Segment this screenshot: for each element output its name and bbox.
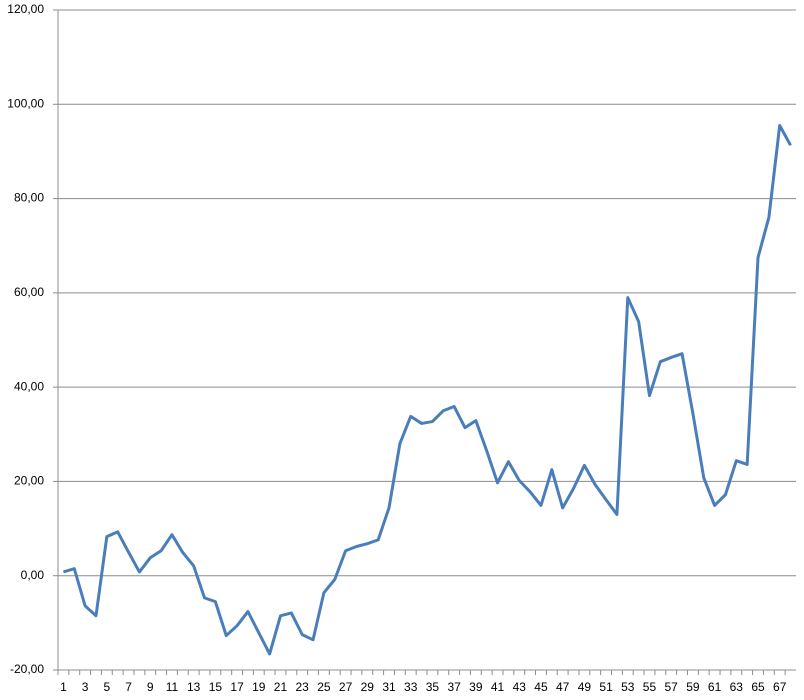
- x-tick-label: 45: [534, 680, 548, 694]
- x-tick-label: 15: [209, 680, 223, 694]
- y-tick-label: 0,00: [21, 568, 45, 582]
- x-tick-label: 51: [599, 680, 613, 694]
- data-line: [62, 124, 792, 656]
- x-tick-label: 49: [578, 680, 592, 694]
- y-tick-label: 40,00: [14, 379, 44, 393]
- x-tick-label: 55: [643, 680, 657, 694]
- x-tick-label: 39: [469, 680, 483, 694]
- y-tick-label: 100,00: [7, 96, 44, 110]
- x-tick-label: 65: [751, 680, 765, 694]
- x-tick-label: 67: [773, 680, 787, 694]
- x-tick-label: 61: [708, 680, 722, 694]
- y-tick-label: 80,00: [14, 191, 44, 205]
- x-tick-label: 7: [125, 680, 132, 694]
- x-tick-label: 37: [447, 680, 461, 694]
- x-tick-label: 25: [317, 680, 331, 694]
- x-tick-label: 19: [252, 680, 266, 694]
- x-tick-label: 53: [621, 680, 635, 694]
- x-tick-label: 17: [230, 680, 244, 694]
- x-tick-label: 41: [491, 680, 505, 694]
- x-tick-label: 43: [513, 680, 527, 694]
- x-tick-label: 47: [556, 680, 570, 694]
- x-tick-label: 3: [82, 680, 89, 694]
- y-tick-label: 120,00: [7, 2, 44, 16]
- x-tick-label: 11: [166, 680, 179, 694]
- y-tick-label: 20,00: [14, 474, 44, 488]
- x-tick-label: 1: [60, 680, 67, 694]
- y-tick-label: -20,00: [10, 662, 44, 676]
- x-tick-label: 13: [187, 680, 201, 694]
- x-tick-label: 29: [361, 680, 375, 694]
- x-tick-label: 5: [103, 680, 110, 694]
- x-tick-label: 33: [404, 680, 418, 694]
- x-tick-label: 27: [339, 680, 353, 694]
- x-tick-label: 9: [147, 680, 154, 694]
- x-tick-label: 21: [274, 680, 288, 694]
- x-tick-label: 23: [296, 680, 310, 694]
- x-tick-label: 63: [730, 680, 744, 694]
- y-tick-label: 60,00: [14, 285, 44, 299]
- x-tick-label: 35: [426, 680, 440, 694]
- x-tick-label: 57: [665, 680, 679, 694]
- x-tick-label: 59: [686, 680, 700, 694]
- x-tick-label: 31: [382, 680, 396, 694]
